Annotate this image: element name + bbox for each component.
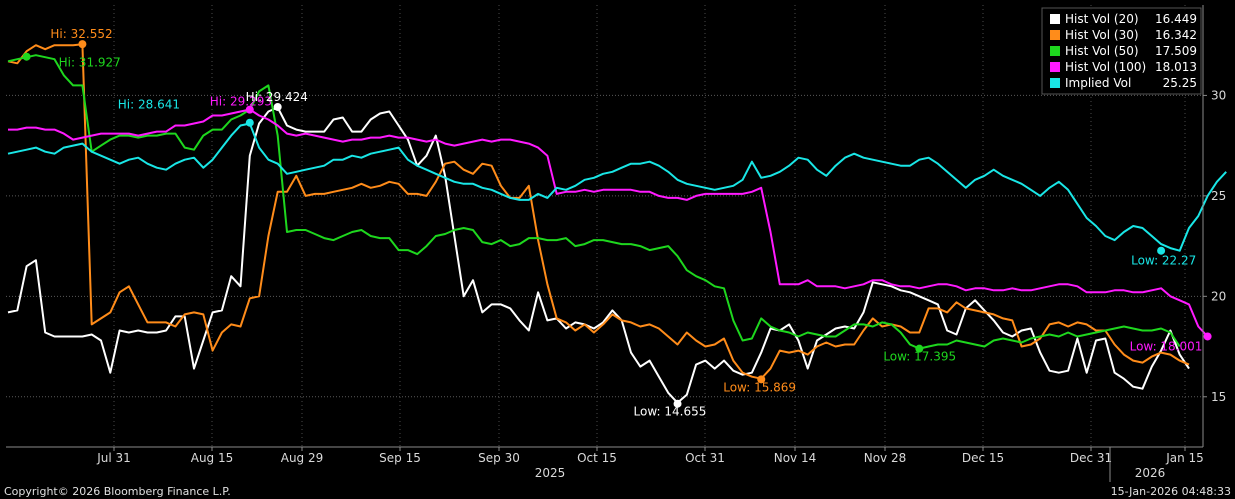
annotation-marker [915,344,924,353]
annotation-label: Hi: 32.552 [50,27,112,41]
annotation-label: Hi: 31.927 [59,56,121,70]
series-line-2 [7,54,1181,350]
legend-entry-name: Hist Vol (30) [1065,28,1139,42]
x-tick-label: Aug 15 [191,451,234,465]
annotation-label: Low: 14.655 [634,405,707,419]
legend-swatch [1050,62,1060,72]
year-label: 2026 [1135,466,1166,480]
annotation-label: Low: 22.27 [1131,254,1196,268]
legend-entry-name: Hist Vol (50) [1065,44,1139,58]
legend-swatch [1050,78,1060,88]
annotation-label: Hi: 29.293 [210,95,272,109]
year-label: 2025 [535,466,566,480]
annotation-marker [245,118,254,127]
timestamp-text: 15-Jan-2026 04:48:33 [1111,485,1231,498]
legend-entry-value: 16.342 [1155,28,1197,42]
x-tick-label: Oct 31 [685,451,725,465]
annotation-marker [273,102,282,111]
copyright-text: Copyright© 2026 Bloomberg Finance L.P. [4,485,231,498]
legend-box [1041,7,1202,95]
x-tick-label: Sep 15 [379,451,421,465]
annotation-marker [1203,332,1212,341]
annotation-marker [757,375,766,384]
x-tick-label: Dec 31 [1070,451,1112,465]
legend-entry-name: Implied Vol [1065,76,1131,90]
legend-swatch [1050,30,1060,40]
legend-entry-value: 18.013 [1155,60,1197,74]
legend-swatch [1050,14,1060,24]
series-line-0 [7,106,1190,404]
x-tick-label: Aug 29 [281,451,324,465]
series-line-3 [8,108,1209,338]
annotation-label: Hi: 28.641 [118,98,180,112]
y-tick-label: 25 [1211,189,1226,203]
legend-entry-value: 16.449 [1155,12,1197,26]
annotation-marker [245,105,254,114]
series-layer [7,43,1227,404]
annotation-marker [22,52,31,61]
annotation-label: Low: 15.869 [723,380,796,394]
x-tick-label: Nov 28 [864,451,907,465]
x-tick-label: Jan 15 [1165,451,1204,465]
series-line-1 [7,43,1190,380]
annotation-marker [673,399,682,408]
annotation-marker [78,40,87,49]
legend-entry-name: Hist Vol (100) [1065,60,1146,74]
annotation-label: Low: 17.395 [883,350,956,364]
legend-entry-name: Hist Vol (20) [1065,12,1139,26]
annotation-label: Hi: 29.424 [246,90,308,104]
x-tick-label: Dec 15 [962,451,1004,465]
x-tick-label: Oct 15 [577,451,617,465]
grid-layer [6,5,1203,447]
x-tick-label: Sep 30 [478,451,520,465]
y-tick-label: 20 [1211,289,1226,303]
annotation-label: Low: 18.001 [1130,339,1203,353]
x-tick-label: Nov 14 [774,451,817,465]
legend-entry-value: 25.25 [1163,76,1197,90]
x-tick-label: Jul 31 [96,451,131,465]
legend: Hist Vol (20) 16.449 Hist Vol (30) 16.342 Hi… [1041,7,1202,95]
y-tick-label: 30 [1211,88,1226,102]
series-line-4 [7,122,1227,252]
y-tick-label: 15 [1211,390,1226,404]
annotation-marker [1157,246,1166,255]
legend-swatch [1050,46,1060,56]
legend-entry-value: 17.509 [1155,44,1197,58]
